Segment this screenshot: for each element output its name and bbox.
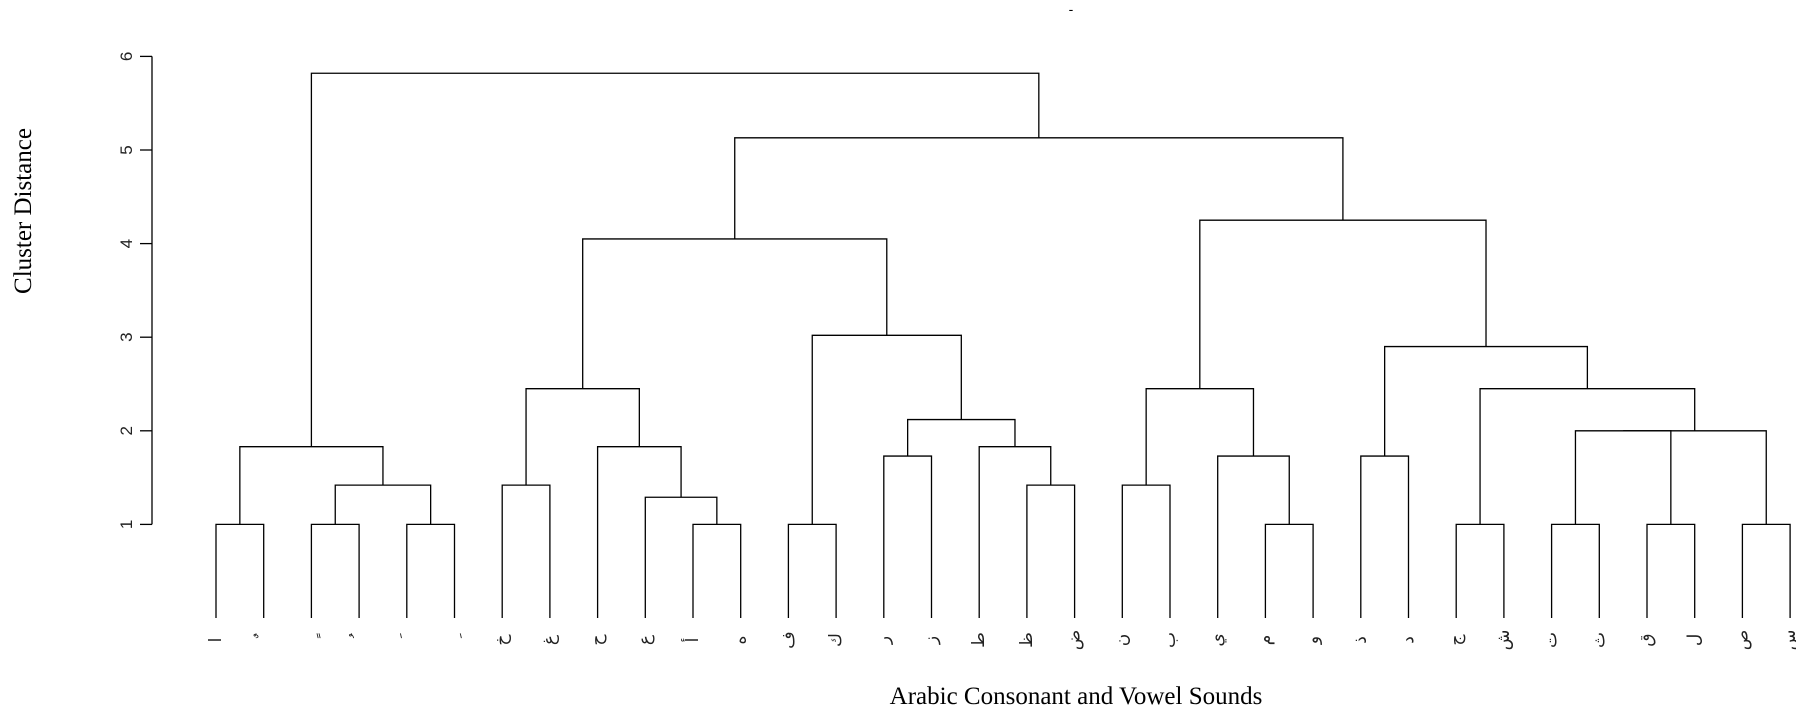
dendrogram-link [644,496,718,618]
leaf-label: ش [1494,630,1514,651]
dendrogram-link [1741,523,1791,618]
dendrogram-link [1455,523,1505,618]
chart-title: - [1069,1,1074,17]
y-tick-label: 3 [117,332,136,341]
dendrogram-link [811,334,962,525]
leaf-label: ق [1637,633,1657,646]
y-tick-label: 5 [117,145,136,154]
leaf-label: م [1255,635,1275,646]
dendrogram-link [1360,455,1410,618]
dendrogram-link [1646,523,1696,618]
dendrogram-link [1623,430,1767,525]
dendrogram-link [1145,388,1255,486]
leaf-label: خ [492,634,512,645]
y-tick-label: 4 [117,239,136,248]
leaf-label: ُ [349,633,354,639]
dendrogram-link [978,446,1052,618]
leaf-label: ز [922,636,942,645]
leaf-label: ف [778,631,798,649]
y-tick-label: 1 [117,520,136,529]
leaf-label: ص [1732,630,1752,651]
y-tick-label: 2 [117,426,136,435]
leaf-label: ٍ [316,633,321,639]
leaf-label: َ [399,633,402,639]
y-axis: 1 2 3 4 5 6 [117,52,153,529]
leaf-labels: اٌٍَُِ خ غ ح ع أ ه ف ك ر ز ط ظ ض ن ب ي م و ذ د ج ش ت ث ق ل ص س [206,630,1796,651]
dendrogram-link [883,455,933,618]
dendrogram-link [1384,345,1589,457]
dendrogram-link [334,484,432,525]
dendrogram-link [406,523,456,618]
leaf-label: ٌ [254,633,259,639]
dendrogram-link [907,418,1016,457]
leaf-label: غ [540,635,560,645]
leaf-label: ث [1589,632,1609,648]
dendrogram-link [310,72,1040,447]
y-tick-label: 6 [117,52,136,61]
dendrogram-link [1026,484,1076,618]
leaf-label: س [1780,630,1796,651]
leaf-label: أ [681,638,703,643]
x-axis-title: Arabic Consonant and Vowel Sounds [890,683,1263,710]
leaf-label: ر [874,636,894,645]
leaf-label: ع [635,635,655,645]
leaf-label: ج [1446,634,1466,645]
dendrogram-link [1199,219,1487,389]
leaf-label: ظ [1017,632,1037,648]
leaf-label: ن [1112,634,1132,646]
y-axis-title: Cluster Distance [10,128,37,294]
dendrogram-link [734,137,1344,239]
leaf-label: ب [1160,632,1180,648]
dendrogram-link [596,446,682,618]
leaf-label: ي [1208,633,1228,646]
dendrogram-link [310,523,360,618]
leaf-label: ل [1685,634,1705,646]
dendrogram-link [1264,523,1314,618]
leaf-label: ح [588,634,608,645]
leaf-label: ِ [460,633,463,639]
leaf-label: ا [206,638,226,643]
dendrogram-link [1121,484,1171,618]
leaf-label: ك [826,633,846,647]
dendrogram-link [582,238,888,389]
dendrogram-link [525,388,640,486]
leaf-label: ذ [1351,636,1371,644]
leaf-label: ط [969,632,989,648]
dendrogram-link [215,523,265,618]
dendrogram-link [501,484,551,618]
dendrogram-link [787,523,837,618]
dendrogram-link [1217,455,1290,618]
dendrogram-link [1574,430,1672,525]
dendrogram-branches [215,72,1791,618]
dendrogram-link [1479,388,1696,525]
leaf-label: ت [1542,632,1562,648]
dendrogram-link [1550,523,1600,618]
leaf-label: ه [731,636,751,645]
leaf-label: و [1303,636,1323,645]
leaf-label: د [1399,636,1419,644]
dendrogram-link [692,523,742,618]
leaf-label: ض [1065,630,1085,651]
